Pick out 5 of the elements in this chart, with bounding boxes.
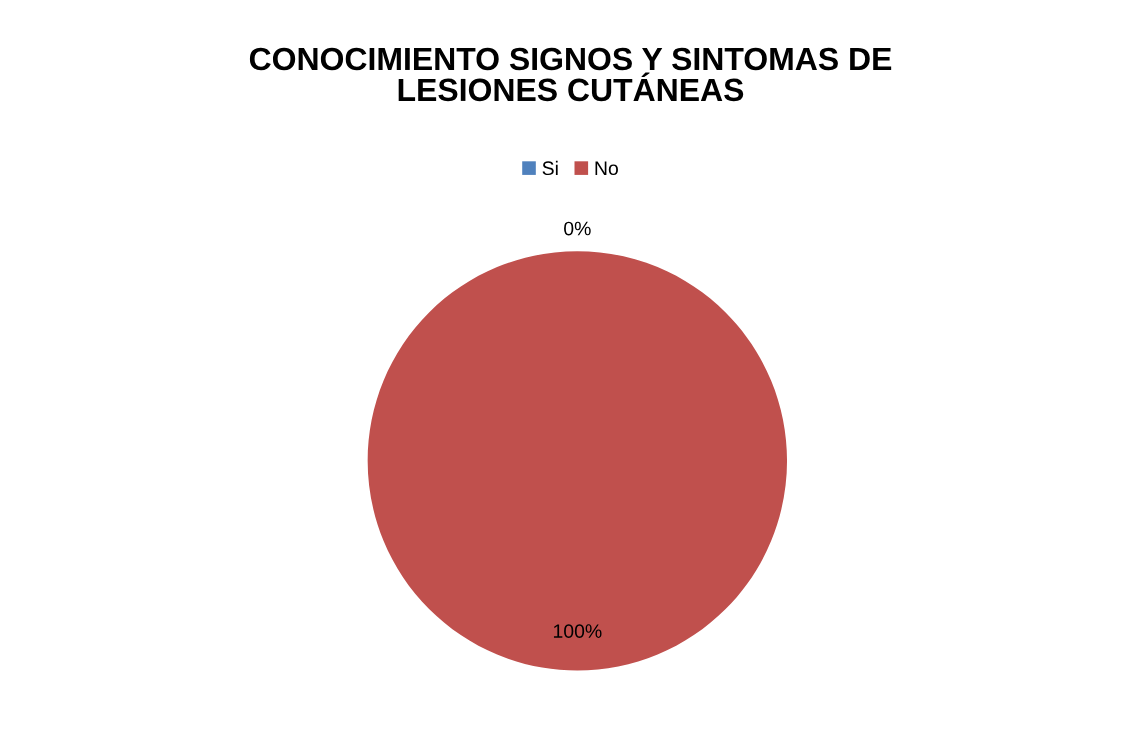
data-label: 100% xyxy=(553,624,602,639)
legend-label: No xyxy=(595,161,618,176)
text: 0% xyxy=(564,221,591,236)
chart-title: CONOCIMIENTO SIGNOS Y SINTOMAS DE LESIONES CUTÁNEAS xyxy=(249,47,892,102)
legend-label: Si xyxy=(542,160,558,176)
